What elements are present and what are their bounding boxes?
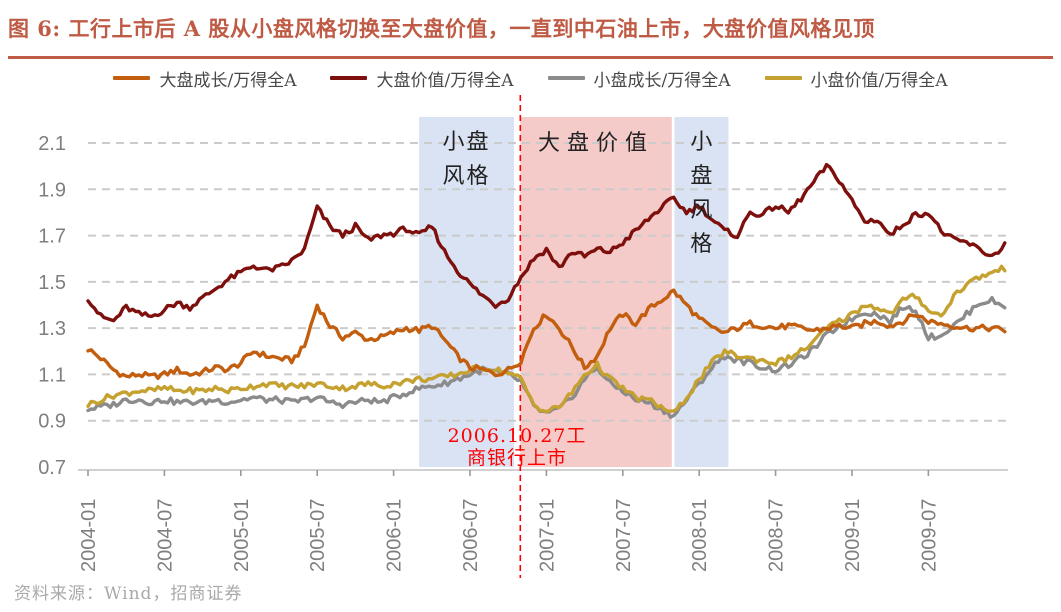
y-axis-label: 1.3 [38, 318, 66, 340]
event-annotation: 商银行上市 [467, 447, 567, 469]
x-axis-label: 2005-01 [231, 499, 253, 572]
region-small-cap-style-2 [674, 117, 729, 467]
x-axis-label: 2007-01 [536, 499, 558, 572]
event-annotation: 2006.10.27工 [448, 425, 587, 447]
data-source-note: 资料来源：Wind，招商证券 [14, 584, 243, 604]
legend-label: 小盘成长/万得全A [593, 70, 731, 91]
x-axis-label: 2006-01 [384, 499, 406, 572]
region-small-cap-style-1 [419, 117, 514, 467]
region-large-cap-value [520, 117, 672, 467]
figure-title: 图 6: 工行上市后 A 股从小盘风格切换至大盘价值，一直到中石油上市，大盘价值… [8, 16, 875, 41]
legend-item-0: 大盘成长/万得全A [113, 66, 296, 91]
series-line-小盘价值/万得全A [86, 264, 1007, 414]
x-axis-label: 2008-01 [689, 499, 711, 572]
legend-item-1: 大盘价值/万得全A [330, 66, 514, 91]
series-line-大盘成长/万得全A [86, 288, 1007, 380]
x-axis-label: 2004-07 [154, 499, 176, 572]
region-label: 格 [690, 232, 712, 257]
x-axis-label: 2007-07 [613, 499, 635, 572]
legend-swatch-icon [330, 76, 368, 80]
legend-swatch-icon [547, 76, 585, 80]
x-axis-label: 2004-01 [78, 499, 100, 572]
legend-item-3: 小盘价值/万得全A [764, 66, 948, 91]
region-label: 小 [690, 130, 712, 155]
y-axis-label: 0.9 [38, 411, 66, 433]
x-axis-label: 2009-01 [842, 499, 864, 572]
x-axis-label: 2009-07 [918, 499, 940, 572]
x-axis-label: 2005-07 [307, 499, 329, 572]
region-label: 盘 [690, 164, 712, 189]
series-line-大盘价值/万得全A [86, 162, 1007, 323]
y-axis-label: 2.1 [38, 133, 66, 155]
legend-label: 大盘成长/万得全A [159, 70, 297, 91]
legend-swatch-icon [113, 76, 151, 80]
title-divider [8, 56, 1053, 59]
legend-item-2: 小盘成长/万得全A [547, 66, 731, 91]
y-axis-label: 1.9 [38, 179, 66, 201]
y-axis-label: 1.1 [38, 364, 66, 386]
y-axis-label: 1.7 [38, 226, 66, 248]
legend-label: 大盘价值/万得全A [376, 70, 514, 91]
x-axis-label: 2008-07 [766, 499, 788, 572]
legend-label: 小盘价值/万得全A [810, 70, 948, 91]
region-label: 风格 [442, 164, 490, 189]
region-label: 小盘 [442, 130, 490, 155]
y-axis-label: 1.5 [38, 272, 66, 294]
y-axis-label: 0.7 [38, 457, 66, 479]
x-axis-label: 2006-07 [460, 499, 482, 572]
chart-legend: 大盘成长/万得全A 大盘价值/万得全A 小盘成长/万得全A 小盘价值/万得全A [0, 65, 1061, 91]
legend-swatch-icon [764, 76, 802, 80]
region-label: 大盘价值 [538, 131, 654, 156]
region-label: 风 [690, 198, 712, 223]
